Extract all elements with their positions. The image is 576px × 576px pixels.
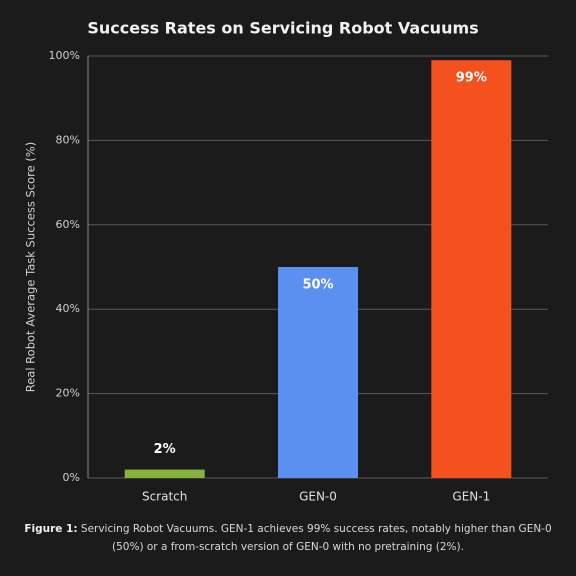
caption: Figure 1: Servicing Robot Vacuums. GEN-1…: [23, 520, 553, 556]
bar: [278, 267, 358, 478]
value-label: 50%: [302, 278, 333, 293]
y-tick-label: 100%: [49, 49, 80, 62]
bar: [431, 60, 512, 478]
y-tick-label: 40%: [56, 302, 80, 315]
y-tick-label: 80%: [56, 133, 80, 146]
caption-label: Figure 1:: [24, 523, 78, 535]
chart: Success Rates on Servicing Robot Vacuums…: [24, 19, 548, 504]
chart-title: Success Rates on Servicing Robot Vacuums: [87, 19, 478, 38]
y-tick-label: 20%: [56, 387, 80, 400]
x-tick-label: GEN-0: [299, 490, 337, 504]
x-tick-label: GEN-1: [452, 490, 490, 504]
y-axis-label: Real Robot Average Task Success Score (%…: [24, 142, 38, 393]
caption-text: Servicing Robot Vacuums. GEN-1 achieves …: [80, 523, 552, 553]
y-tick-label: 0%: [63, 471, 80, 484]
x-tick-label: Scratch: [142, 490, 187, 504]
y-tick-label: 60%: [56, 218, 80, 231]
value-label: 99%: [456, 71, 487, 86]
value-label: 2%: [154, 442, 176, 457]
bar: [124, 469, 205, 478]
